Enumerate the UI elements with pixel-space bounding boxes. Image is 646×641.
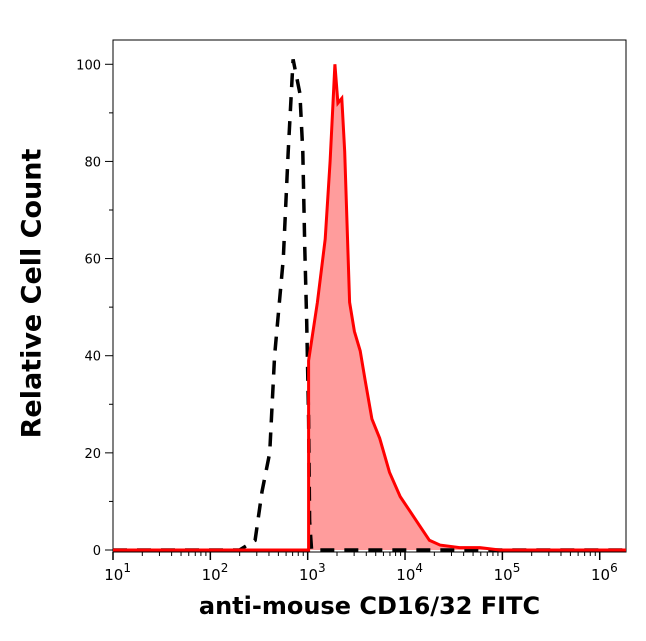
y-tick-label: 0 bbox=[93, 544, 101, 559]
y-tick-label: 20 bbox=[84, 447, 101, 462]
x-axis-label: anti-mouse CD16/32 FITC bbox=[198, 592, 541, 620]
y-tick-label: 80 bbox=[84, 155, 101, 170]
series-fill bbox=[113, 64, 626, 551]
x-tick-label: 105 bbox=[494, 561, 521, 584]
y-axis-label: Relative Cell Count bbox=[16, 148, 48, 439]
x-tick-label: 103 bbox=[299, 561, 326, 584]
plot-frame bbox=[112, 39, 627, 553]
control-histogram-line bbox=[113, 59, 626, 552]
stained-histogram-line bbox=[113, 64, 626, 552]
y-tick-label: 40 bbox=[84, 350, 101, 365]
x-tick-label: 106 bbox=[591, 561, 618, 584]
x-tick-label: 102 bbox=[202, 561, 229, 584]
y-tick-label: 100 bbox=[76, 58, 101, 73]
x-tick-label: 104 bbox=[396, 561, 423, 584]
y-tick-label: 60 bbox=[84, 253, 101, 268]
x-tick-label: 101 bbox=[104, 561, 131, 584]
